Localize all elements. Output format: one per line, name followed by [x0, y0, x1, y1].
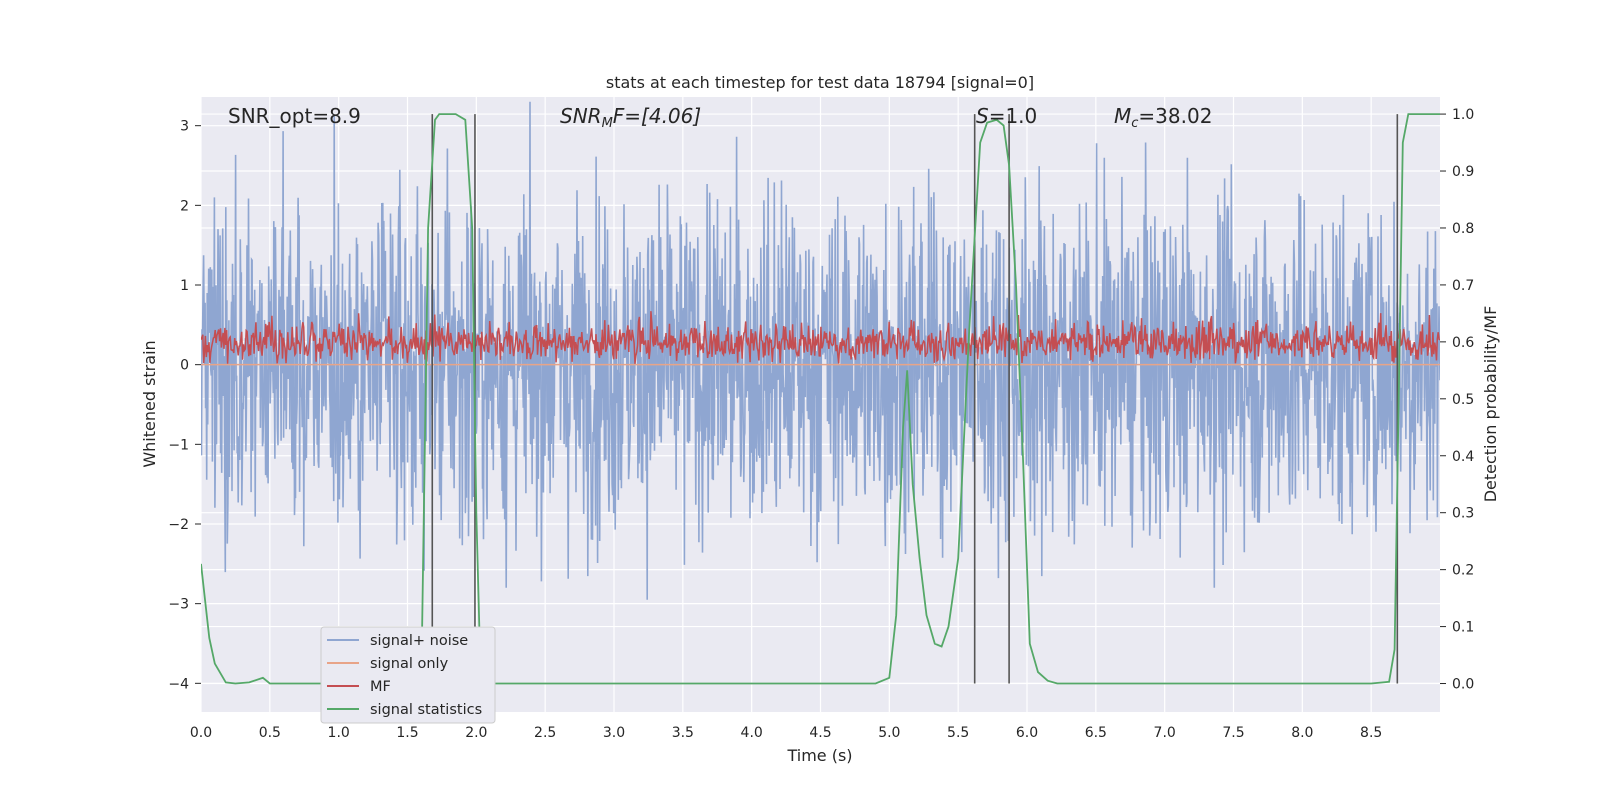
y2-tick-label: 0.2 — [1452, 563, 1474, 579]
x-tick-label: 8.0 — [1291, 725, 1313, 741]
annotation-s-main: S — [976, 104, 989, 128]
legend-label-mf: MF — [370, 679, 391, 695]
annotation-snr-mf: SNRMF=[4.06] — [560, 104, 701, 131]
x-tick-label: 3.0 — [603, 725, 625, 741]
y-tick-label: 3 — [180, 119, 189, 135]
annotation-snr-mf-main: SNR — [560, 104, 602, 128]
legend-box — [320, 626, 496, 724]
y2-tick-label: 0.4 — [1452, 449, 1474, 465]
series-signal-noise — [201, 101, 1440, 600]
y-tick-label: −3 — [168, 597, 189, 613]
x-tick-label: 4.0 — [741, 725, 763, 741]
y-axis-ticks: 3 2 1 0 −1 −2 −3 −4 — [168, 119, 201, 692]
y2-tick-label: 0.8 — [1452, 221, 1474, 237]
y2-tick-label: 0.3 — [1452, 506, 1474, 522]
y2-tick-label: 0.1 — [1452, 620, 1474, 636]
annotation-snr-mf-sub: M — [602, 116, 613, 131]
y2-tick-label: 0.7 — [1452, 278, 1474, 294]
x-tick-label: 1.5 — [396, 725, 418, 741]
annotation-mc-sub: c — [1131, 116, 1138, 131]
x-tick-label: 5.5 — [947, 725, 969, 741]
legend-label-signal-statistics: signal statistics — [370, 702, 482, 718]
x-tick-label: 4.5 — [809, 725, 831, 741]
legend-label-signal-noise: signal+ noise — [370, 633, 468, 649]
y2-tick-label: 0.9 — [1452, 164, 1474, 180]
y2-tick-label: 0.0 — [1452, 677, 1474, 693]
annotation-snr-opt: SNR_opt=8.9 — [228, 104, 361, 128]
y2-axis-ticks: 1.0 0.9 0.8 0.7 0.6 0.5 0.4 0.3 0.2 0.1 0.0 — [1440, 107, 1474, 693]
x-tick-label: 6.0 — [1016, 725, 1038, 741]
y2-tick-label: 0.6 — [1452, 335, 1474, 351]
y-tick-label: −2 — [168, 517, 189, 533]
chart-title: stats at each timestep for test data 187… — [606, 73, 1034, 92]
annotation-snr-mf-tail: F=[4.06] — [613, 104, 701, 128]
x-tick-label: 5.0 — [878, 725, 900, 741]
y2-tick-label: 1.0 — [1452, 107, 1474, 123]
annotation-mc-tail: =38.02 — [1138, 104, 1212, 128]
x-tick-label: 0.0 — [190, 725, 212, 741]
y-tick-label: 2 — [180, 198, 189, 214]
y2-tick-label: 0.5 — [1452, 392, 1474, 408]
y-axis-label: Whitened strain — [140, 340, 159, 467]
x-tick-label: 6.5 — [1085, 725, 1107, 741]
x-tick-label: 0.5 — [259, 725, 281, 741]
legend-label-signal-only: signal only — [370, 656, 449, 672]
x-tick-label: 7.5 — [1222, 725, 1244, 741]
annotation-mc-main: M — [1114, 104, 1131, 128]
x-tick-label: 7.0 — [1154, 725, 1176, 741]
y-tick-label: −4 — [168, 676, 189, 692]
series-mf — [201, 311, 1440, 364]
x-tick-label: 8.5 — [1360, 725, 1382, 741]
annotation-s-tail: =1.0 — [989, 104, 1038, 128]
x-axis-label: Time (s) — [786, 746, 852, 765]
annotation-s: S=1.0 — [976, 104, 1037, 128]
y-tick-label: 0 — [180, 358, 189, 374]
x-tick-label: 2.0 — [465, 725, 487, 741]
y2-axis-label: Detection probability/MF — [1481, 306, 1500, 503]
y-tick-label: −1 — [168, 437, 189, 453]
x-tick-label: 3.5 — [672, 725, 694, 741]
legend: signal+ noise signal only MF signal stat… — [320, 626, 496, 724]
annotation-mc: Mc=38.02 — [1114, 104, 1212, 131]
x-tick-label: 1.0 — [328, 725, 350, 741]
y-tick-label: 1 — [180, 278, 189, 294]
x-axis-ticks: 0.0 0.5 1.0 1.5 2.0 2.5 3.0 3.5 4.0 4.5 5.0 5.5 6.0 6… — [190, 725, 1382, 741]
x-tick-label: 2.5 — [534, 725, 556, 741]
